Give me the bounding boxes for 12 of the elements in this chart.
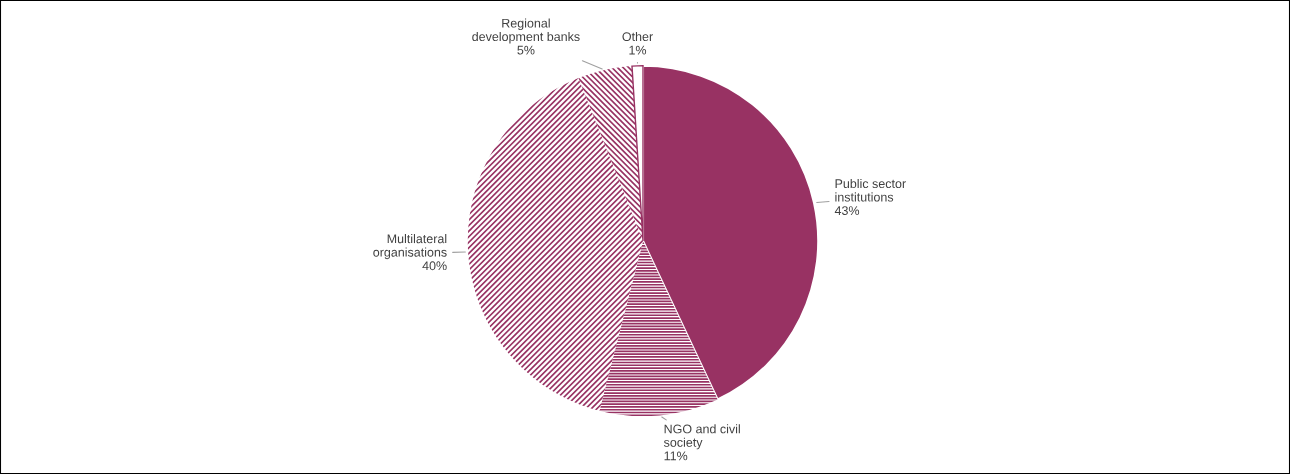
slice-label: NGO and civil society [663,424,740,450]
data-label: 11% [664,451,688,461]
slice-label: Other [622,31,653,42]
slice-label: Regional development banks [472,18,580,44]
data-label: 5% [517,45,535,55]
data-label: 43% [834,206,860,216]
data-label: 40% [422,261,447,271]
pie-slice [467,78,643,411]
pie-slice [599,241,718,417]
slice-label: Public sector institutions [835,178,906,202]
slice-label: Multilateral organisations [373,234,447,260]
data-label: 1% [629,45,647,55]
